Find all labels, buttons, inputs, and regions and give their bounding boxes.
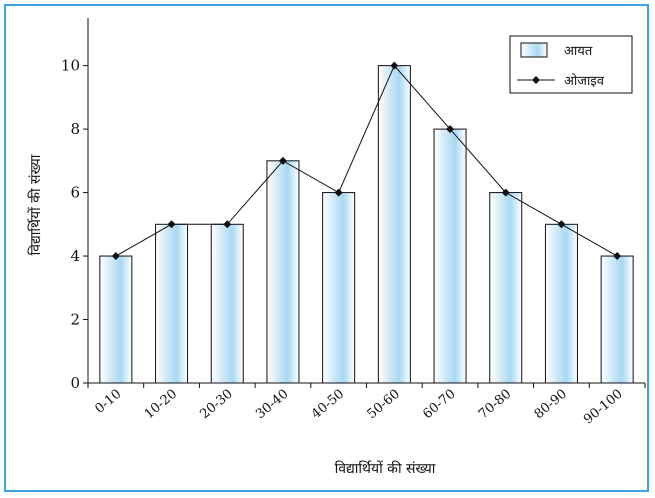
y-axis-title: विद्यार्थियों की संख्या xyxy=(27,154,44,255)
y-tick-label: 0 xyxy=(70,374,80,392)
x-tick-label: 90-100 xyxy=(581,387,626,428)
ogive-point-20-30 xyxy=(223,220,232,229)
x-tick-label: 70-80 xyxy=(476,387,514,423)
legend-label-line: ओजाइव xyxy=(564,73,605,89)
bar-50-60 xyxy=(377,65,411,384)
bar-40-50 xyxy=(322,192,356,384)
x-tick-label: 50-60 xyxy=(365,387,403,423)
y-tick-label: 2 xyxy=(70,311,80,329)
bar-20-30 xyxy=(210,223,244,384)
bar-10-20 xyxy=(155,223,189,384)
legend-bar-swatch xyxy=(520,42,548,58)
ogive-line xyxy=(115,64,618,257)
y-tick-label: 8 xyxy=(70,120,80,138)
x-tick-label: 80-90 xyxy=(532,387,570,423)
legend-label-bar: आयत xyxy=(564,44,593,59)
legend-diamond-marker xyxy=(532,76,540,84)
ogive-point-30-40 xyxy=(278,156,287,165)
y-tick-label: 10 xyxy=(61,57,80,75)
bar-30-40 xyxy=(266,160,300,384)
bar-60-70 xyxy=(433,128,467,384)
bar-70-80 xyxy=(489,192,523,384)
x-tick-label: 30-40 xyxy=(253,387,291,423)
x-tick-label: 20-30 xyxy=(197,387,235,423)
x-axis-title: विद्यार्थियों की संख्या xyxy=(335,460,436,477)
ogive-point-60-70 xyxy=(446,125,455,134)
legend: आयत ओजाइव xyxy=(509,35,633,94)
x-tick-label: 10-20 xyxy=(142,387,180,423)
y-tick-label: 6 xyxy=(70,184,80,202)
ogive-point-80-90 xyxy=(557,220,566,229)
x-tick-label: 40-50 xyxy=(309,387,347,423)
x-tick-label: 0-10 xyxy=(92,387,124,417)
ogive-point-0-10 xyxy=(111,252,120,261)
y-tick-label: 4 xyxy=(70,247,80,265)
ogive-point-70-80 xyxy=(501,188,510,197)
ogive-point-40-50 xyxy=(334,188,343,197)
x-tick-label: 60-70 xyxy=(420,387,458,423)
bar-90-100 xyxy=(600,255,634,384)
bar-0-10 xyxy=(99,255,133,384)
ogive-point-10-20 xyxy=(167,220,176,229)
ogive-point-50-60 xyxy=(390,61,399,70)
bar-80-90 xyxy=(544,223,578,384)
ogive-point-90-100 xyxy=(613,252,622,261)
